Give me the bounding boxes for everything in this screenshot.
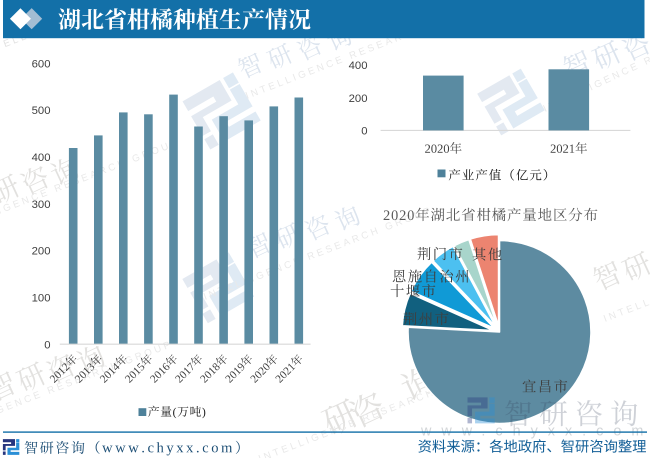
svg-text:200: 200 bbox=[32, 246, 51, 258]
svg-text:100: 100 bbox=[32, 293, 51, 305]
svg-text:300: 300 bbox=[32, 199, 51, 211]
svg-text:INTELLIGENCE RESEARCH GROUP: INTELLIGENCE RESEARCH GROUP bbox=[602, 227, 650, 325]
svg-text:400: 400 bbox=[32, 152, 51, 164]
svg-text:0: 0 bbox=[361, 126, 367, 138]
svg-text:600: 600 bbox=[32, 58, 51, 70]
svg-text:400: 400 bbox=[349, 60, 368, 72]
svg-text:0: 0 bbox=[44, 339, 50, 351]
svg-text:200: 200 bbox=[349, 93, 368, 105]
svg-text:500: 500 bbox=[32, 105, 51, 117]
